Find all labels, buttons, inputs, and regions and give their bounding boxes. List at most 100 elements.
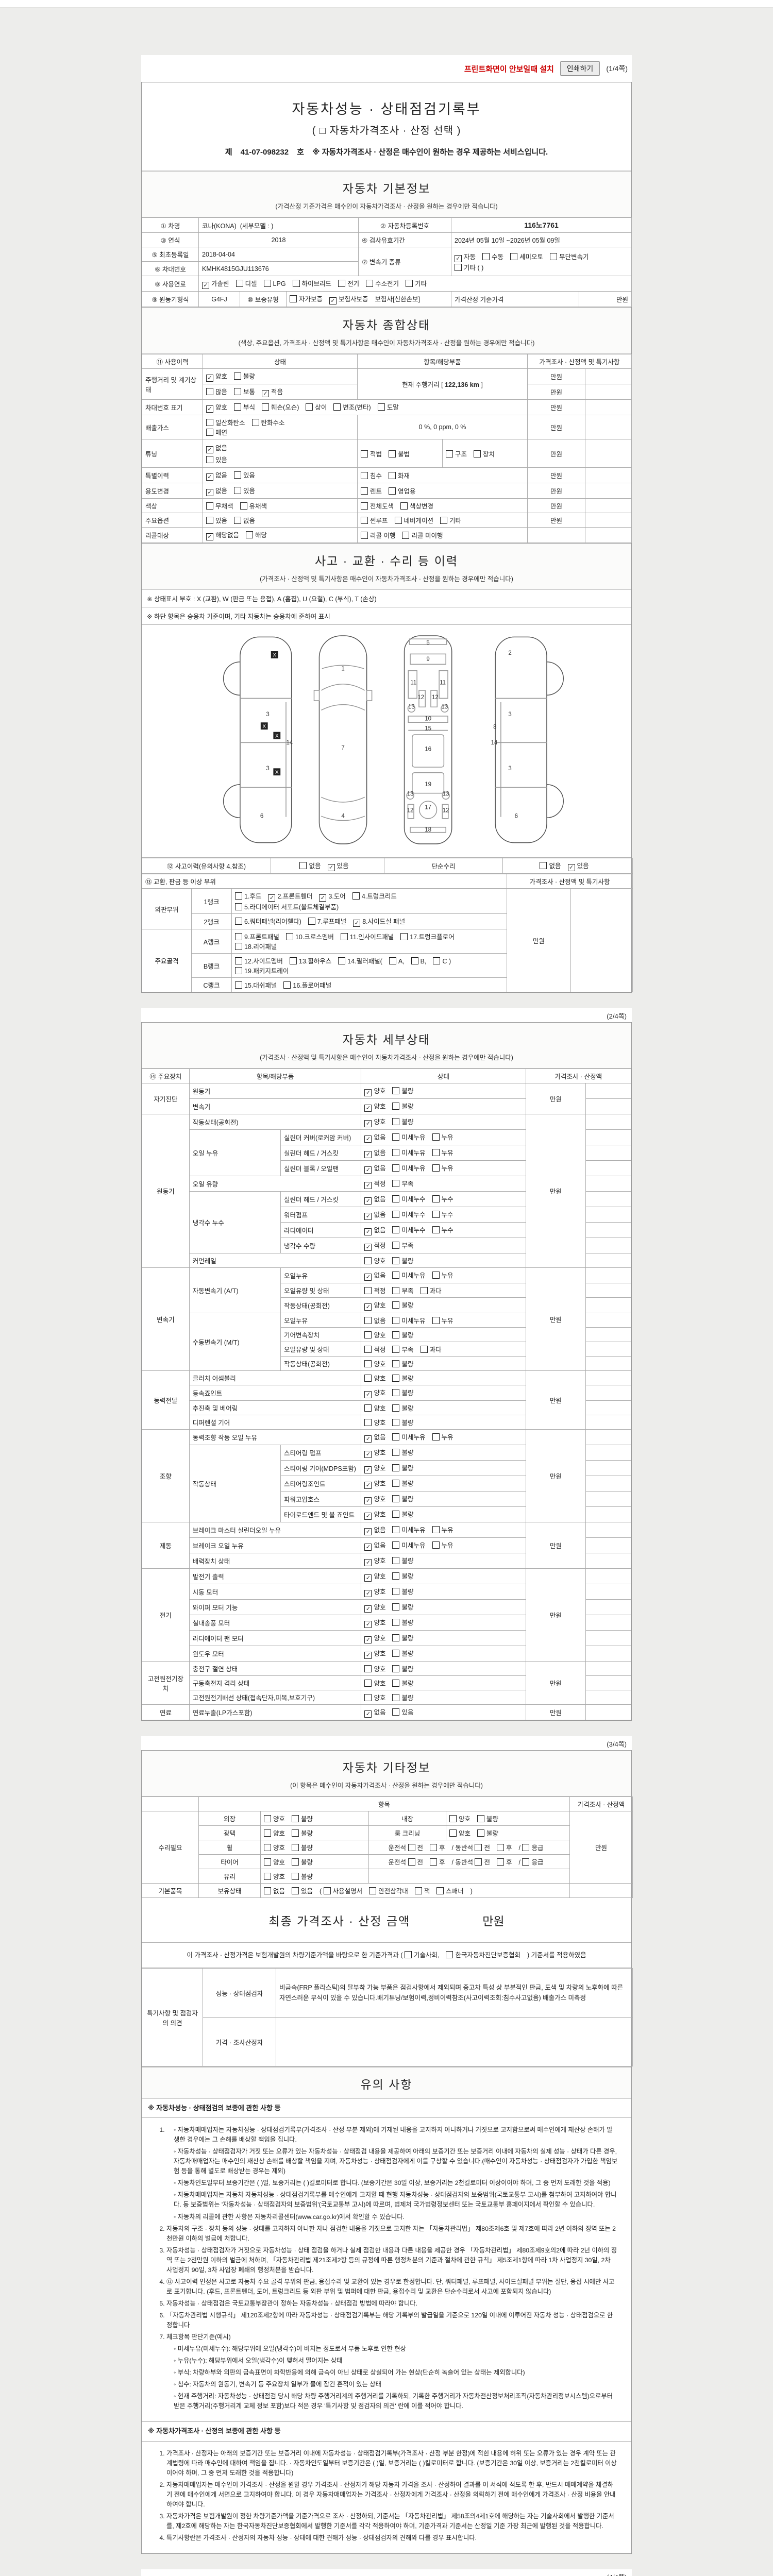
notes-block2-body: 가격조사 · 산정자는 아래의 보증기간 또는 보증거리 이내에 자동차성능 ·… — [142, 2442, 631, 2553]
checkbox — [289, 957, 297, 964]
print-button[interactable]: 인쇄하기 — [560, 61, 600, 76]
detail-row: 타이로드엔드 및 볼 죠인트 ✓ 양호 불량 — [142, 1506, 631, 1522]
empty-cell — [585, 1385, 631, 1401]
checkbox: ✓ — [206, 473, 213, 481]
option: 불량 — [392, 1387, 414, 1397]
value-car-name: 코나(KONA) (세부모델 : ) — [198, 217, 359, 233]
transmission-options: ✓ 자동 수동 세미오토 무단변속기 — [455, 251, 628, 262]
empty-cell — [585, 439, 632, 468]
option-label: 불량 — [401, 1557, 414, 1565]
option-label: 전 — [417, 1859, 424, 1866]
option: 불량 — [234, 371, 255, 381]
damage-x-glyph: X — [275, 770, 279, 775]
empty-cell — [585, 1553, 631, 1569]
notes-bullet: 자동차성능 · 상태점검자가 거짓 또는 오류가 있는 자동차성능 · 상태점검… — [174, 2147, 618, 2176]
text-fragment: 운전석 — [388, 1844, 408, 1852]
checkbox — [234, 471, 242, 479]
rank1-items: 1.후드 ✓ 2.프론트휀더 ✓ 3.도어 4.트렁크리드5.라디에이터 서포트(볼트체결… — [231, 888, 508, 914]
option: 수소전기 — [366, 278, 399, 288]
field-car-name: ① 차명 — [142, 217, 199, 233]
option: ✓ 3.도어 — [319, 891, 346, 902]
empty-cell — [585, 1476, 631, 1492]
checkbox — [235, 967, 242, 974]
glass-options: 양호 불량 — [260, 1869, 369, 1884]
detail-row: 조향 동력조향 작동 오일 누유 ✓ 없음 미세누유 누유 만원 — [142, 1429, 631, 1522]
unit-cell: 만원 — [525, 1522, 586, 1569]
option-label: 양호 — [273, 1859, 285, 1866]
detail-h4: 가격조사 · 산정액 — [525, 1069, 632, 1083]
empty-cell — [585, 1370, 631, 1385]
option-label: 영업용 — [398, 488, 416, 495]
option-label: 13.휠하우스 — [298, 958, 332, 965]
field-warranty-type: ⑩ 보증유형 — [240, 291, 287, 307]
option: ✓ 없음 — [206, 443, 354, 453]
checkbox — [392, 1680, 400, 1687]
rankB-label: B랭크 — [191, 953, 232, 978]
unit-cell: 만원 — [525, 1267, 586, 1371]
option-label: 누유 — [441, 1165, 453, 1172]
option-label: 양호 — [374, 1666, 386, 1673]
item-label: 고전원전기배선 상태(접속단자,피복,보호기구) — [189, 1690, 362, 1705]
option-label: B, — [420, 958, 427, 965]
option: 사용설명서 — [323, 1886, 362, 1895]
option-label: C ) — [442, 958, 451, 965]
option: 디젤 — [236, 278, 257, 288]
option: 15.대쉬패널 — [235, 980, 277, 990]
option-label: 양호 — [374, 1405, 386, 1412]
option-label: 불량 — [401, 1480, 414, 1487]
detail-row: 라디에이터 ✓ 없음 미세누수 누수 — [142, 1222, 631, 1238]
checkbox — [432, 1433, 440, 1440]
option: 9.프론트패널 — [235, 931, 279, 941]
checkbox — [392, 1694, 400, 1701]
option: 후 — [430, 1842, 445, 1852]
option: 전 — [408, 1857, 424, 1867]
option-label: 전 — [484, 1859, 490, 1866]
checkbox — [292, 1844, 299, 1851]
notes-list: 가격조사 · 산정자는 아래의 보증기간 또는 보증거리 이내에 자동차성능 ·… — [155, 2449, 618, 2543]
option: ✓ 양호 — [364, 1116, 385, 1127]
option: ✓ 있음 — [567, 860, 589, 871]
panel-number: 13 — [407, 791, 414, 797]
option-label: 전 — [484, 1844, 490, 1852]
inspector-remarks-label: 성능 · 상태점검자 — [203, 1968, 276, 2018]
vin-label: 차대번호 표기 — [142, 399, 203, 415]
option-label: 리콜 미이행 — [411, 532, 443, 539]
panel-number: 18 — [425, 827, 431, 833]
basic-info-table: ① 차명 코나(KONA) (세부모델 : ) ② 자동차등록번호 116노77… — [142, 217, 632, 307]
checkbox — [361, 487, 368, 495]
checkbox — [392, 1257, 400, 1264]
option-label: 누수 — [441, 1196, 453, 1203]
option: 불량 — [392, 1417, 414, 1427]
option: 불량 — [392, 1494, 414, 1503]
option-label: 양호 — [374, 1573, 386, 1580]
option-label: 스패너 — [446, 1888, 464, 1895]
option: 미세누유 — [392, 1147, 426, 1157]
panel-number: 15 — [425, 726, 431, 732]
option: 유채색 — [240, 501, 267, 511]
option: 일산화탄소 — [206, 417, 245, 427]
option: 누유 — [432, 1315, 453, 1325]
checkbox — [292, 280, 300, 287]
mileage-label: 주행거리 및 계기상태 — [142, 368, 203, 400]
value-year: 2018 — [198, 232, 359, 247]
checkbox — [389, 450, 396, 457]
unit-cell: 만원 — [525, 1568, 586, 1662]
checkbox — [234, 517, 242, 524]
print-install-link[interactable]: 프린트화면이 안보일때 설치 — [464, 64, 554, 74]
doc-no: 41-07-098232 — [240, 148, 289, 157]
checkbox — [392, 1149, 400, 1156]
option: 11.인사이드패널 — [340, 931, 394, 941]
device-group-label: 동력전달 — [142, 1370, 190, 1430]
option: ✓ 없음 — [364, 1147, 385, 1158]
option-label: 없음 — [374, 1149, 386, 1157]
subitem-label: 스티어링 기어(MDPS포함) — [280, 1460, 362, 1476]
option: 양호 — [364, 1373, 385, 1383]
summary-row-color: 색상 무채색 유채색 전체도색 색상변경 만원 — [142, 498, 632, 513]
checkbox — [392, 1118, 400, 1125]
state-options: ✓ 양호 불량 — [361, 1615, 526, 1631]
accident-note: ※ 하단 항목은 승용차 기준이며, 기타 자동차는 승용차에 준하여 표시 — [142, 607, 631, 625]
state-options: 양호 불량 — [361, 1690, 526, 1705]
detail-h1: ⑭ 주요장치 — [142, 1069, 190, 1083]
option: 불량 — [392, 1678, 414, 1688]
notes-item: 특기사항란은 가격조사 · 산정자의 자동차 성능 · 상태에 대한 견해가 성… — [166, 2533, 618, 2543]
